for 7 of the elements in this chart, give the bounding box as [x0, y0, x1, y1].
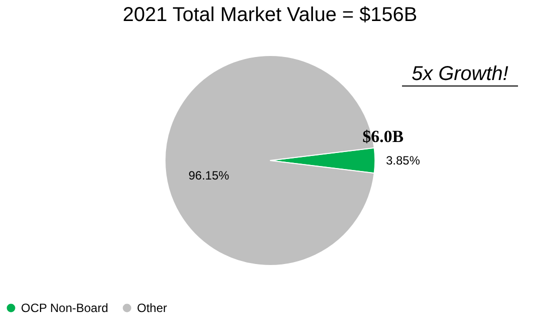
text: 5x Growth! — [412, 63, 509, 85]
legend-label: OCP Non-Board — [21, 301, 108, 315]
data-label: 3.85% — [386, 154, 420, 168]
data-label: 96.15% — [188, 168, 230, 183]
legend-label: Other — [137, 301, 168, 315]
text: $6.0B — [362, 127, 404, 146]
chart-title: 2021 Total Market Value = $156B — [122, 4, 418, 26]
